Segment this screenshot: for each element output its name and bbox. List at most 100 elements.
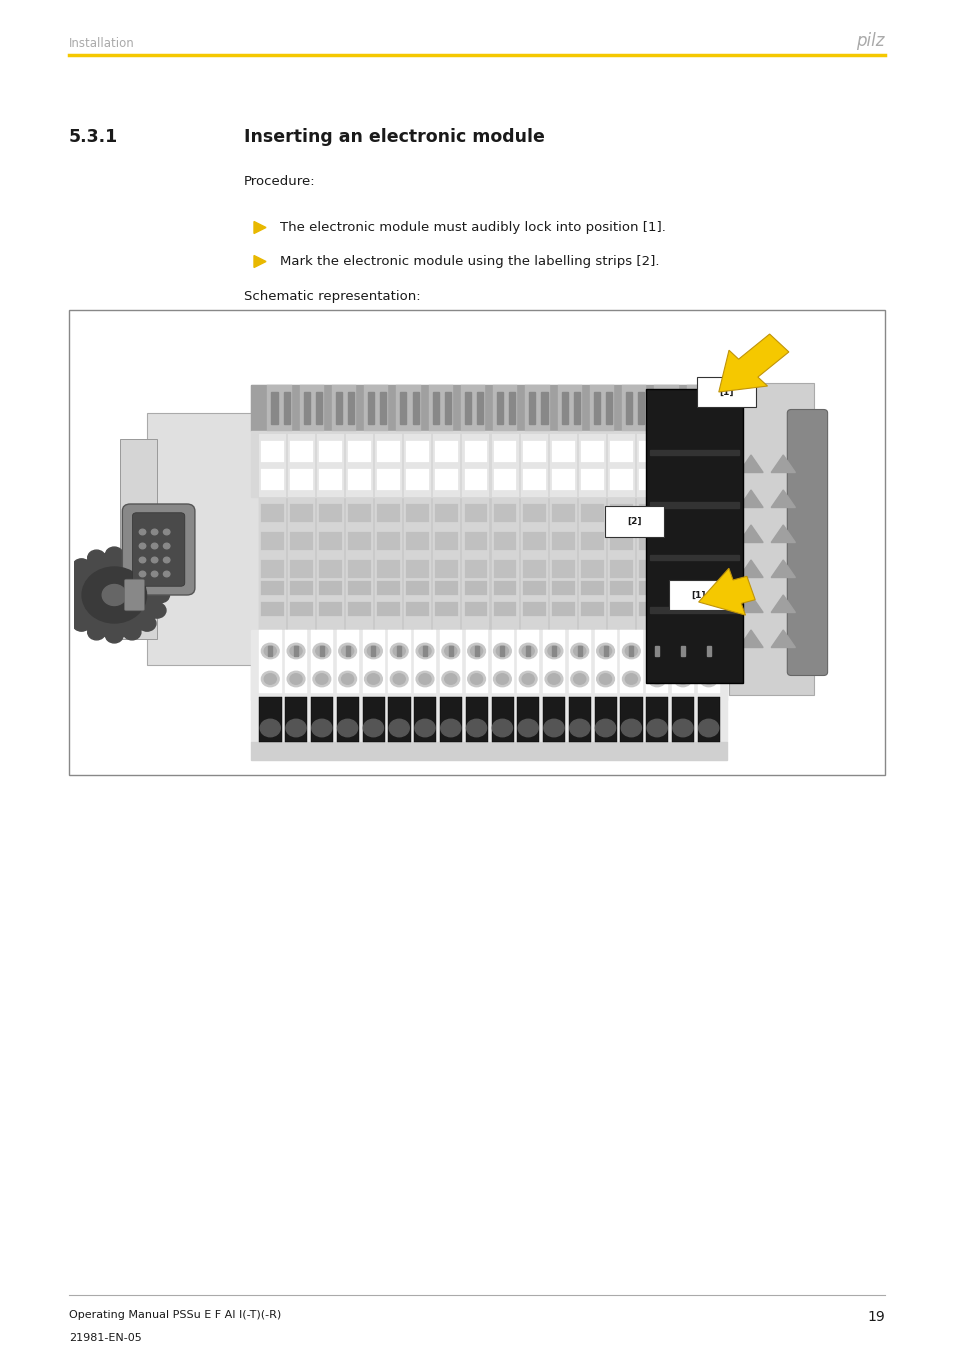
Bar	[428, 385, 453, 431]
FancyBboxPatch shape	[697, 697, 720, 743]
Bar	[464, 441, 487, 462]
Text: 21981-EN-05: 21981-EN-05	[69, 1332, 142, 1343]
Bar	[412, 392, 418, 424]
FancyBboxPatch shape	[251, 385, 726, 701]
Bar	[609, 580, 632, 595]
Circle shape	[466, 720, 486, 737]
Bar	[422, 645, 427, 656]
Circle shape	[315, 674, 328, 684]
Bar	[406, 441, 429, 462]
Bar	[493, 602, 516, 616]
Circle shape	[441, 671, 459, 687]
Circle shape	[467, 644, 485, 659]
Bar	[251, 385, 726, 431]
Circle shape	[102, 585, 126, 606]
Circle shape	[569, 720, 589, 737]
Bar	[377, 504, 400, 521]
Bar	[375, 433, 402, 497]
Circle shape	[493, 671, 511, 687]
Bar	[609, 560, 632, 578]
Circle shape	[543, 720, 563, 737]
FancyBboxPatch shape	[465, 697, 487, 743]
Circle shape	[66, 554, 163, 637]
Bar	[261, 441, 284, 462]
Text: Procedure:: Procedure:	[244, 176, 315, 188]
FancyBboxPatch shape	[671, 697, 694, 743]
Text: Schematic representation:: Schematic representation:	[244, 290, 420, 302]
Bar	[551, 602, 574, 616]
Bar	[406, 504, 429, 521]
Circle shape	[123, 549, 141, 566]
Circle shape	[152, 529, 157, 535]
Circle shape	[106, 547, 123, 563]
Bar	[522, 504, 545, 521]
Text: [2]: [2]	[626, 517, 640, 526]
FancyBboxPatch shape	[439, 697, 461, 743]
Circle shape	[290, 674, 302, 684]
Polygon shape	[739, 560, 762, 578]
Circle shape	[337, 720, 357, 737]
Circle shape	[674, 644, 691, 659]
Circle shape	[700, 671, 717, 687]
Bar	[346, 433, 373, 497]
Circle shape	[547, 674, 559, 684]
Bar	[464, 468, 487, 490]
Bar	[636, 433, 663, 497]
Bar	[573, 392, 579, 424]
Bar	[609, 441, 632, 462]
Bar	[520, 433, 547, 497]
Bar	[319, 580, 342, 595]
Circle shape	[163, 558, 170, 563]
FancyBboxPatch shape	[414, 697, 436, 743]
Circle shape	[441, 644, 459, 659]
Bar	[299, 385, 323, 431]
Bar	[526, 645, 530, 656]
Circle shape	[648, 644, 665, 659]
Bar	[290, 580, 313, 595]
FancyBboxPatch shape	[604, 506, 663, 536]
Polygon shape	[253, 255, 266, 267]
Circle shape	[312, 720, 332, 737]
Bar	[317, 433, 344, 637]
Circle shape	[138, 616, 155, 632]
FancyBboxPatch shape	[786, 409, 827, 675]
Bar	[578, 645, 581, 656]
FancyBboxPatch shape	[542, 697, 565, 743]
Circle shape	[63, 572, 80, 587]
Circle shape	[313, 671, 331, 687]
Bar	[439, 630, 461, 693]
FancyBboxPatch shape	[124, 579, 144, 610]
Bar	[404, 433, 431, 497]
Circle shape	[123, 625, 141, 640]
Bar	[377, 532, 400, 549]
Circle shape	[264, 674, 276, 684]
Bar	[493, 504, 516, 521]
Bar	[261, 580, 284, 595]
Circle shape	[518, 671, 537, 687]
Text: [1]: [1]	[719, 387, 734, 397]
Bar	[464, 392, 471, 424]
Circle shape	[620, 720, 640, 737]
Bar	[377, 580, 400, 595]
Bar	[650, 608, 739, 613]
Circle shape	[646, 720, 666, 737]
Circle shape	[139, 571, 146, 576]
Bar	[578, 433, 605, 497]
Bar	[609, 602, 632, 616]
Circle shape	[624, 674, 637, 684]
Bar	[697, 630, 720, 693]
Bar	[690, 392, 696, 424]
Circle shape	[624, 645, 637, 656]
Circle shape	[364, 644, 382, 659]
Bar	[702, 392, 708, 424]
Circle shape	[287, 644, 305, 659]
Bar	[290, 468, 313, 490]
Circle shape	[621, 644, 639, 659]
Polygon shape	[770, 455, 795, 472]
Bar	[319, 441, 342, 462]
Polygon shape	[739, 455, 762, 472]
Bar	[348, 602, 371, 616]
Bar	[303, 392, 310, 424]
Bar	[288, 433, 315, 497]
FancyBboxPatch shape	[132, 513, 185, 586]
